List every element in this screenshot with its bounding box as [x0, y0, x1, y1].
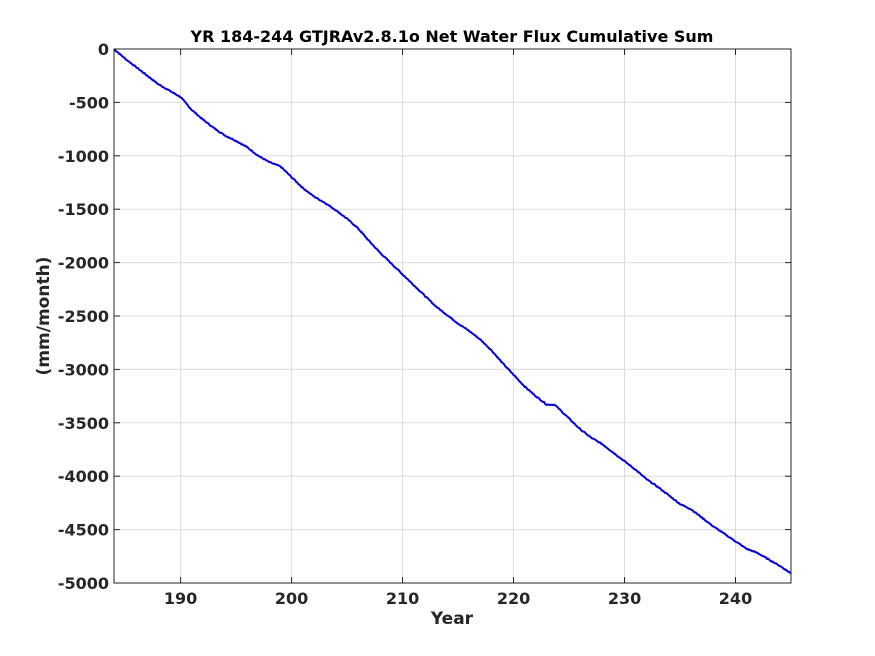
- y-tick-label: -4000: [58, 467, 109, 486]
- y-tick-label: -4500: [58, 521, 109, 540]
- y-tick-label: -2500: [58, 307, 109, 326]
- y-tick-label: -1000: [58, 147, 109, 166]
- y-tick-label: -3500: [58, 414, 109, 433]
- y-tick-label: -2000: [58, 254, 109, 273]
- x-tick-labels: 190 200 210 220 230 240: [164, 589, 752, 608]
- x-tick-label: 240: [719, 589, 752, 608]
- y-axis-label: (mm/month): [34, 257, 54, 376]
- x-tick-label: 210: [386, 589, 419, 608]
- series-group: [113, 48, 792, 575]
- y-tick-label: 0: [98, 40, 109, 59]
- x-tick-label: 230: [608, 589, 641, 608]
- y-tick-label: -500: [69, 93, 109, 112]
- x-tick-label: 200: [275, 589, 308, 608]
- series-line: [113, 48, 792, 575]
- tick-marks: [114, 48, 791, 584]
- y-tick-label: -1500: [58, 200, 109, 219]
- grid: [114, 49, 791, 583]
- y-tick-labels: 0 -500 -1000 -1500 -2000 -2500 -3000 -3500 -4000…: [58, 40, 109, 593]
- y-tick-label: -5000: [58, 574, 109, 593]
- x-tick-label: 190: [164, 589, 197, 608]
- chart-title: YR 184-244 GTJRAv2.8.1o Net Water Flux C…: [190, 27, 714, 46]
- y-tick-label: -3000: [58, 360, 109, 379]
- x-tick-label: 220: [497, 589, 530, 608]
- x-axis-label: Year: [430, 609, 474, 629]
